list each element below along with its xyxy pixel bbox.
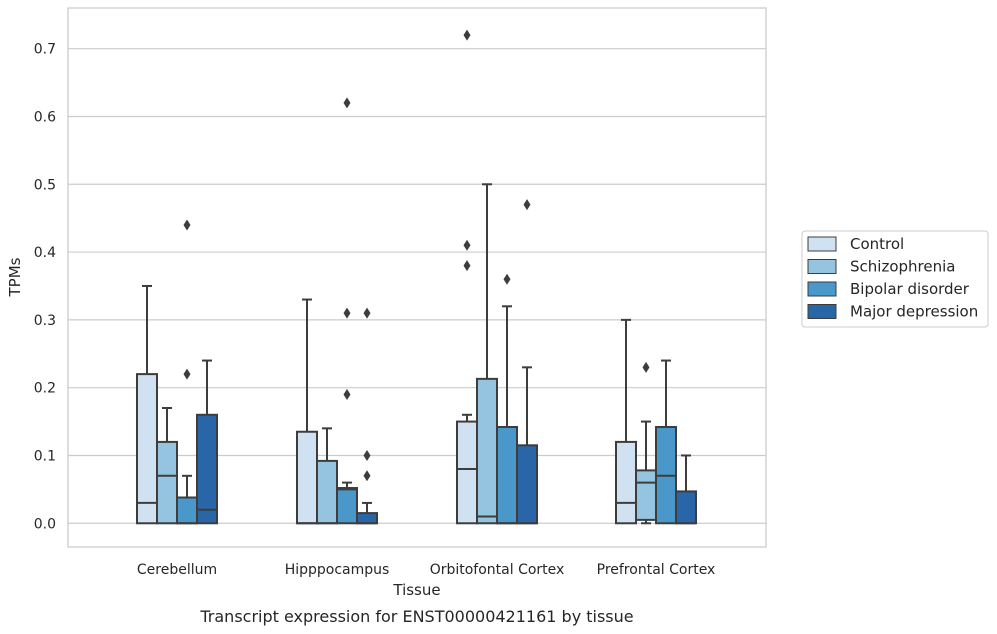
series-schizophrenia [156, 183, 657, 525]
y-axis-title: TPMs [6, 257, 24, 297]
box-body [176, 496, 198, 525]
legend-item: Control [807, 235, 904, 253]
y-tick-labels: 0.0 0.1 0.2 0.3 0.4 0.5 0.6 0.7 [34, 42, 56, 533]
outlier-marker [463, 29, 471, 41]
y-tick-label: 0.1 [34, 448, 56, 464]
legend-label: Schizophrenia [850, 258, 955, 276]
legend-label: Bipolar disorder [850, 280, 970, 298]
x-tick-label: Orbitofontal Cortex [430, 562, 565, 578]
box [196, 359, 218, 525]
box-body [496, 425, 518, 525]
box-body [456, 420, 478, 525]
series-control [136, 29, 637, 525]
box [156, 407, 178, 525]
box [136, 284, 158, 525]
outlier-marker [343, 307, 351, 319]
outlier-marker [183, 219, 191, 231]
legend-swatch [807, 259, 837, 274]
box [496, 273, 518, 525]
outlier-marker [523, 199, 531, 211]
legend-swatch [807, 304, 837, 319]
box-body [136, 373, 158, 525]
outlier-marker [642, 361, 650, 373]
box [456, 29, 478, 525]
box-body [336, 487, 358, 525]
y-tick-label: 0.7 [34, 42, 56, 58]
legend-swatch [807, 236, 837, 252]
box-series [136, 29, 697, 525]
outlier-marker [363, 470, 371, 482]
series-bipolar-disorder [176, 97, 677, 525]
x-tick-label: Hipppocampus [285, 562, 390, 578]
outlier-marker [343, 97, 351, 109]
legend-swatch [807, 281, 837, 297]
legend-label: Major depression [850, 303, 978, 321]
box-body [196, 413, 218, 525]
outlier-marker [183, 368, 191, 380]
legend-frame [801, 230, 989, 328]
box-body [156, 440, 178, 525]
y-tick-label: 0.5 [34, 177, 56, 193]
y-tick-label: 0.4 [34, 245, 56, 261]
box-body [296, 430, 318, 525]
outlier-marker [363, 307, 371, 319]
plot-background [68, 8, 766, 547]
chart-caption: Transcript expression for ENST0000042116… [199, 607, 633, 626]
outlier-marker [463, 239, 471, 251]
x-tick-label: Prefrontal Cortex [597, 562, 716, 578]
y-tick-label: 0.0 [34, 516, 56, 532]
legend-item: Schizophrenia [807, 258, 955, 276]
x-tick-labels: Cerebellum Hipppocampus Orbitofontal Corte… [137, 562, 715, 578]
box [635, 361, 657, 525]
legend: Control Schizophrenia Bipolar disorder Majo… [801, 230, 989, 328]
outlier-marker [503, 273, 511, 285]
box-body [635, 469, 657, 521]
outlier-marker [343, 388, 351, 400]
box-body [316, 459, 338, 525]
box-body [615, 440, 637, 525]
box [516, 199, 538, 525]
outlier-marker [463, 260, 471, 272]
box-body [356, 512, 378, 525]
legend-item: Bipolar disorder [807, 280, 970, 298]
series-major-depression [196, 199, 697, 525]
x-axis-title: Tissue [392, 581, 440, 599]
y-tick-label: 0.3 [34, 313, 56, 329]
box [655, 359, 677, 525]
x-tick-label: Cerebellum [137, 562, 217, 578]
box [296, 298, 318, 525]
box-body [675, 490, 697, 525]
box-body [476, 377, 498, 525]
y-tick-label: 0.6 [34, 109, 56, 125]
box [675, 454, 697, 525]
box [615, 318, 637, 525]
box [356, 307, 378, 525]
outlier-marker [363, 449, 371, 461]
box [336, 97, 358, 525]
y-tick-label: 0.2 [34, 381, 56, 397]
box-body [516, 444, 538, 525]
legend-item: Major depression [807, 303, 978, 321]
legend-label: Control [850, 235, 904, 253]
plot-frame [67, 7, 767, 548]
